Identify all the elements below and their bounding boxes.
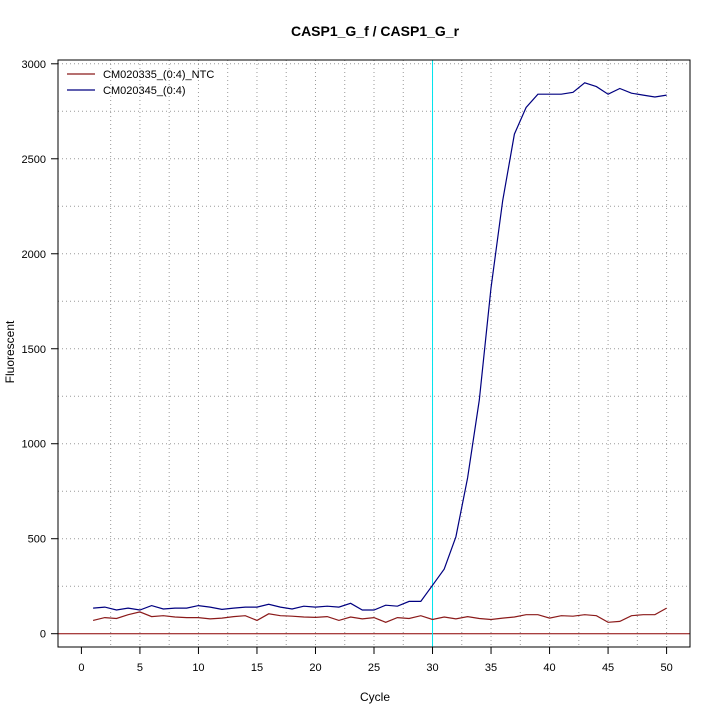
x-tick-label: 50: [660, 662, 672, 674]
reference-lines: [58, 60, 690, 647]
y-axis: 0 500 1000 1500 2000 2500 3000: [22, 59, 58, 641]
x-tick-label: 40: [543, 662, 555, 674]
y-tick-label: 1000: [22, 439, 46, 451]
x-tick-label: 0: [78, 662, 84, 674]
series-lines: [92, 82, 667, 623]
y-axis-label: Fluorescent: [3, 320, 17, 383]
x-tick-label: 5: [137, 662, 143, 674]
x-tick-label: 10: [192, 662, 204, 674]
y-tick-label: 1500: [22, 344, 46, 356]
grid: [58, 60, 690, 647]
y-tick-label: 2500: [22, 154, 46, 166]
x-tick-label: 35: [485, 662, 497, 674]
series-line-1: [92, 607, 667, 623]
x-tick-label: 20: [309, 662, 321, 674]
legend-entry-1: CM020335_(0:4)_NTC: [103, 69, 214, 81]
x-tick-label: 45: [602, 662, 614, 674]
x-axis: 0 5 10 15 20 25 30 35 40 45 50: [78, 646, 673, 674]
x-tick-label: 25: [368, 662, 380, 674]
legend-entry-2: CM020345_(0:4): [103, 85, 186, 97]
y-tick-label: 2000: [22, 249, 46, 261]
y-tick-label: 3000: [22, 59, 46, 71]
series-line-2: [93, 82, 667, 611]
x-tick-label: 30: [426, 662, 438, 674]
y-tick-label: 500: [28, 534, 46, 546]
chart-title: CASP1_G_f / CASP1_G_r: [291, 23, 460, 39]
y-tick-label: 0: [40, 629, 46, 641]
x-tick-label: 15: [251, 662, 263, 674]
legend: CM020335_(0:4)_NTC CM020345_(0:4): [67, 69, 214, 97]
x-axis-label: Cycle: [360, 690, 390, 704]
